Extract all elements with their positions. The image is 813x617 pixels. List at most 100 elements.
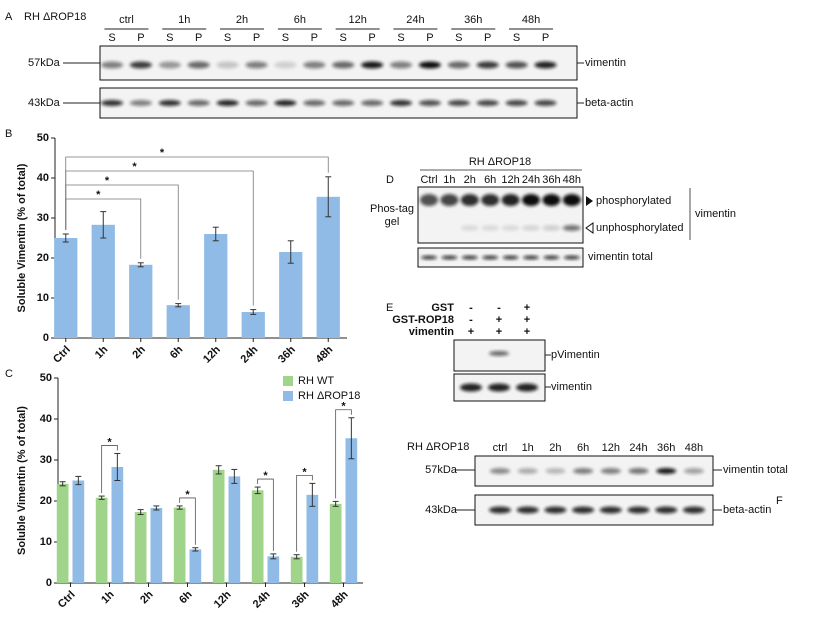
significance-label: * bbox=[105, 175, 110, 187]
label: RH ΔROP18 bbox=[407, 441, 469, 453]
band bbox=[361, 100, 384, 106]
label: + bbox=[524, 302, 530, 314]
bar bbox=[212, 469, 225, 583]
y-tick-label: 20 bbox=[40, 495, 52, 507]
bar bbox=[95, 497, 108, 583]
band bbox=[542, 225, 561, 231]
label: GST bbox=[431, 302, 454, 314]
x-tick-label: 6h bbox=[168, 343, 186, 361]
label: S bbox=[166, 32, 173, 44]
bar bbox=[54, 238, 78, 338]
label: - bbox=[497, 302, 501, 314]
label: vimentin total bbox=[588, 251, 653, 263]
band bbox=[628, 468, 649, 474]
bar bbox=[228, 476, 241, 583]
label: 24h bbox=[522, 174, 540, 186]
significance-label: * bbox=[302, 466, 307, 478]
blot bbox=[453, 339, 546, 372]
label: 48h bbox=[685, 442, 703, 454]
label: Soluble Vimentin (% of total) bbox=[16, 163, 28, 312]
band bbox=[101, 61, 123, 69]
label: 1h bbox=[443, 174, 455, 186]
label: ctrl bbox=[119, 14, 134, 26]
significance-label: * bbox=[107, 436, 112, 448]
band bbox=[216, 61, 239, 69]
band bbox=[332, 100, 355, 106]
band bbox=[245, 61, 268, 69]
label: Soluble Vimentin (% of total) bbox=[16, 406, 28, 555]
label: P bbox=[542, 32, 549, 44]
error-bar bbox=[75, 475, 82, 486]
bar bbox=[91, 224, 115, 338]
label: vimentin bbox=[585, 57, 626, 69]
band bbox=[655, 506, 678, 514]
label: 6h bbox=[484, 174, 496, 186]
bar bbox=[306, 494, 319, 583]
band bbox=[572, 506, 595, 514]
label: 57kDa bbox=[425, 464, 458, 476]
label: beta-actin bbox=[723, 504, 771, 516]
band bbox=[522, 225, 540, 231]
band bbox=[447, 100, 470, 106]
x-tick-label: 1h bbox=[99, 588, 117, 606]
legend-label: RH ΔROP18 bbox=[298, 390, 360, 402]
x-tick-label: 2h bbox=[138, 588, 156, 606]
band bbox=[562, 225, 581, 231]
error-bar bbox=[270, 553, 277, 560]
bar bbox=[72, 480, 85, 583]
label: 36h bbox=[657, 442, 675, 454]
blot bbox=[474, 455, 714, 487]
label: E bbox=[386, 302, 393, 314]
label: B bbox=[5, 128, 12, 140]
band bbox=[600, 468, 621, 474]
label: 2h bbox=[236, 14, 248, 26]
label: RH ΔROP18 bbox=[469, 156, 531, 168]
label: vimentin bbox=[551, 381, 592, 393]
label: + bbox=[468, 326, 474, 338]
band bbox=[361, 61, 384, 69]
label: 36h bbox=[542, 174, 560, 186]
label: + bbox=[524, 326, 530, 338]
y-tick-label: 40 bbox=[37, 172, 49, 184]
legend-swatch bbox=[283, 376, 293, 386]
band bbox=[481, 225, 500, 231]
band bbox=[274, 100, 297, 106]
legend-swatch bbox=[283, 391, 293, 401]
bar bbox=[329, 503, 342, 583]
significance-bracket bbox=[179, 497, 196, 545]
label: GST-ROP18 bbox=[392, 314, 454, 326]
label: + bbox=[524, 314, 530, 326]
x-tick-label: Ctrl bbox=[51, 344, 73, 366]
band bbox=[245, 100, 268, 106]
label: S bbox=[224, 32, 231, 44]
band bbox=[187, 61, 210, 69]
error-bar bbox=[114, 452, 121, 481]
label: 2h bbox=[464, 174, 476, 186]
error-bar bbox=[192, 547, 199, 552]
significance-label: * bbox=[185, 489, 190, 501]
y-tick-label: 40 bbox=[40, 413, 52, 425]
significance-bracket bbox=[65, 184, 179, 300]
label: 43kDa bbox=[425, 504, 458, 516]
label: C bbox=[5, 368, 13, 380]
y-tick-label: 0 bbox=[43, 332, 49, 344]
band bbox=[129, 61, 152, 69]
bar bbox=[290, 556, 303, 583]
band bbox=[460, 225, 479, 231]
label: S bbox=[455, 32, 462, 44]
bar bbox=[129, 264, 153, 338]
band bbox=[563, 255, 580, 260]
band bbox=[656, 468, 677, 474]
error-bar bbox=[137, 509, 144, 516]
error-bar bbox=[153, 505, 160, 511]
x-tick-label: 24h bbox=[251, 589, 273, 611]
arrow-open bbox=[585, 222, 594, 234]
band bbox=[523, 255, 539, 260]
band bbox=[482, 255, 499, 260]
bar bbox=[204, 234, 228, 338]
label: 48h bbox=[522, 14, 540, 26]
error-bar bbox=[137, 262, 144, 268]
band bbox=[421, 255, 437, 260]
bar bbox=[189, 549, 202, 583]
